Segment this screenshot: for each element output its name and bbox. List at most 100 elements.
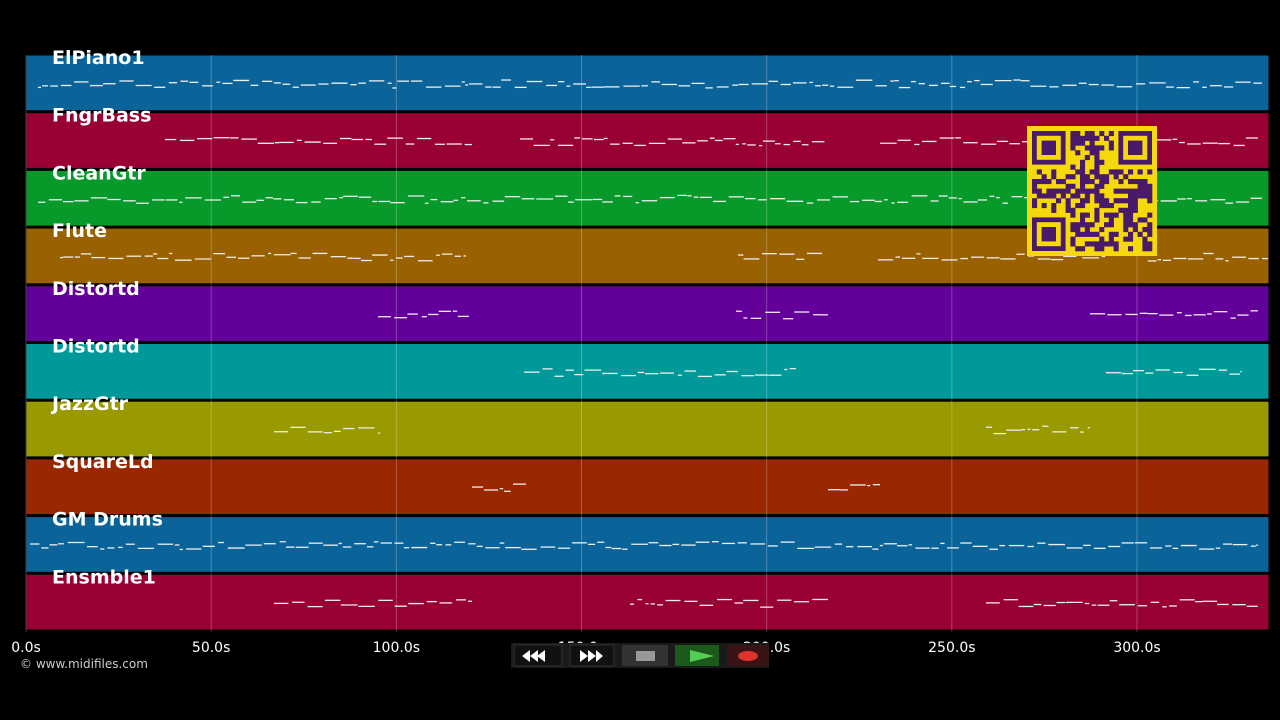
qr-cell [1123, 174, 1129, 180]
qr-cell [1075, 188, 1081, 194]
qr-cell [1084, 188, 1090, 194]
qr-cell [1113, 188, 1119, 194]
qr-cell [1099, 241, 1105, 247]
qr-cell [1128, 217, 1134, 223]
qr-cell [1099, 193, 1105, 199]
qr-cell [1128, 203, 1134, 209]
qr-cell [1123, 222, 1129, 228]
qr-cell [1113, 246, 1119, 252]
qr-cell [1051, 203, 1057, 209]
qr-cell [1147, 188, 1153, 194]
qr-cell [1075, 135, 1081, 141]
qr-cell [1070, 193, 1076, 199]
qr-cell [1036, 188, 1042, 194]
forward-button[interactable] [569, 644, 615, 667]
qr-cell [1036, 169, 1042, 175]
track-lane [25, 285, 1270, 342]
qr-cell [1128, 246, 1134, 252]
qr-cell [1070, 174, 1076, 180]
qr-cell [1080, 135, 1086, 141]
qr-cell [1099, 159, 1105, 165]
play-button[interactable] [675, 645, 719, 666]
qr-cell [1137, 193, 1143, 199]
qr-cell [1142, 179, 1148, 185]
qr-cell [1137, 231, 1143, 237]
track-name: FngrBass [52, 105, 151, 127]
record-button[interactable] [727, 645, 769, 666]
qr-finder [1041, 227, 1056, 242]
qr-cell [1132, 193, 1138, 199]
qr-cell [1075, 222, 1081, 228]
qr-cell [1084, 198, 1090, 204]
qr-cell [1075, 246, 1081, 252]
track-name: GM Drums [52, 509, 163, 531]
qr-cell [1099, 236, 1105, 242]
qr-cell [1108, 140, 1114, 146]
qr-cell [1041, 193, 1047, 199]
qr-cell [1075, 131, 1081, 137]
qr-cell [1128, 169, 1134, 175]
copyright: © www.midifiles.com [20, 657, 148, 671]
qr-cell [1128, 198, 1134, 204]
qr-cell [1094, 150, 1100, 156]
qr-cell [1084, 135, 1090, 141]
qr-cell [1123, 188, 1129, 194]
qr-cell [1099, 198, 1105, 204]
qr-cell [1094, 183, 1100, 189]
qr-cell [1080, 246, 1086, 252]
qr-cell [1065, 198, 1071, 204]
qr-cell [1108, 145, 1114, 151]
qr-cell [1113, 169, 1119, 175]
qr-cell [1094, 217, 1100, 223]
qr-cell [1108, 131, 1114, 137]
qr-cell [1080, 179, 1086, 185]
rewind-button[interactable] [513, 644, 563, 667]
qr-cell [1060, 193, 1066, 199]
qr-cell [1089, 231, 1095, 237]
qr-cell [1094, 193, 1100, 199]
qr-cell [1051, 193, 1057, 199]
qr-cell [1065, 174, 1071, 180]
qr-cell [1070, 145, 1076, 151]
qr-cell [1080, 212, 1086, 218]
qr-cell [1070, 140, 1076, 146]
qr-cell [1060, 188, 1066, 194]
qr-cell [1142, 236, 1148, 242]
qr-cell [1142, 246, 1148, 252]
qr-cell [1094, 188, 1100, 194]
qr-cell [1084, 231, 1090, 237]
qr-cell [1075, 150, 1081, 156]
qr-cell [1132, 179, 1138, 185]
qr-cell [1065, 188, 1071, 194]
qr-cell [1108, 217, 1114, 223]
track-lane [25, 343, 1270, 400]
qr-cell [1080, 159, 1086, 165]
stop-button[interactable] [622, 645, 668, 666]
qr-cell [1147, 222, 1153, 228]
qr-cell [1089, 188, 1095, 194]
qr-cell [1080, 169, 1086, 175]
qr-cell [1123, 207, 1129, 213]
qr-cell [1132, 203, 1138, 209]
qr-cell [1128, 193, 1134, 199]
qr-cell [1041, 174, 1047, 180]
track-name: Ensmble1 [52, 566, 156, 588]
qr-cell [1070, 207, 1076, 213]
qr-cell [1070, 164, 1076, 170]
qr-cell [1137, 188, 1143, 194]
qr-cell [1128, 207, 1134, 213]
qr-cell [1094, 174, 1100, 180]
qr-cell [1137, 217, 1143, 223]
qr-cell [1080, 198, 1086, 204]
qr-cell [1084, 222, 1090, 228]
qr-cell [1080, 231, 1086, 237]
qr-cell [1084, 193, 1090, 199]
qr-cell [1104, 222, 1110, 228]
qr-cell [1084, 179, 1090, 185]
qr-cell [1123, 236, 1129, 242]
qr-cell [1128, 212, 1134, 218]
time-tick-label: 50.0s [192, 640, 230, 656]
qr-cell [1075, 193, 1081, 199]
qr-cell [1084, 212, 1090, 218]
